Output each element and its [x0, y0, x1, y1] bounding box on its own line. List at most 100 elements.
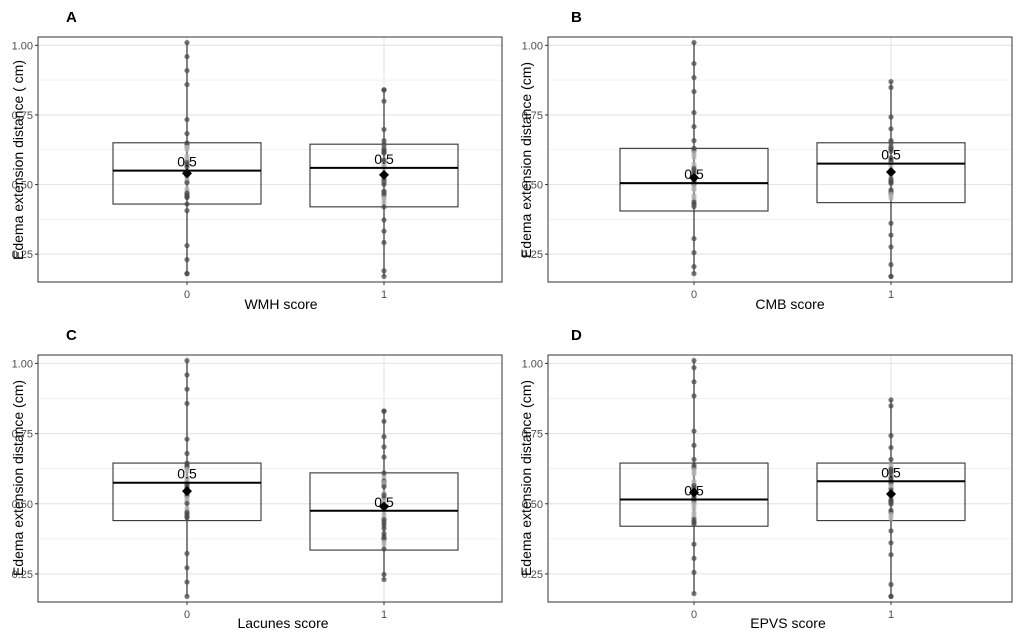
data-point — [691, 393, 697, 399]
data-point — [184, 436, 190, 442]
data-point — [888, 433, 894, 439]
data-point — [691, 501, 697, 507]
data-point — [381, 525, 387, 532]
data-point — [691, 516, 697, 523]
data-point — [888, 466, 894, 472]
mean-marker — [379, 169, 389, 180]
data-point — [184, 257, 190, 263]
y-axis-title: Edema extension distance (cm) — [10, 380, 26, 576]
data-point — [184, 39, 190, 46]
x-tick-label: 1 — [888, 289, 894, 301]
data-point — [691, 467, 697, 473]
mean-marker — [689, 172, 699, 183]
box-group-1: 0.5 — [816, 78, 966, 280]
box-label: 0.5 — [177, 466, 197, 482]
y-tick-label: 0.25 — [522, 569, 543, 581]
data-point — [691, 569, 697, 576]
data-point — [381, 497, 387, 504]
x-axis-title: EPVS score — [750, 615, 826, 631]
data-point — [381, 539, 387, 545]
data-point — [888, 262, 894, 268]
data-point — [381, 444, 387, 450]
panel-b: 0.5 0.5 0.25 0.50 0.75 1.00 0 1 B Edema extension… — [518, 9, 1013, 312]
data-point — [381, 217, 387, 223]
data-point — [381, 87, 387, 93]
box-label: 0.5 — [374, 151, 394, 167]
data-point — [888, 140, 894, 146]
y-tick-label: 1.00 — [12, 358, 33, 370]
data-point — [381, 188, 387, 194]
data-point — [184, 372, 190, 378]
data-point — [691, 183, 697, 189]
data-point — [691, 39, 697, 46]
x-tick-label: 0 — [184, 289, 190, 301]
data-point — [691, 456, 697, 463]
box-label: 0.5 — [881, 147, 901, 163]
data-point — [888, 444, 894, 451]
data-point — [888, 155, 894, 161]
data-point — [381, 268, 387, 274]
data-point — [184, 593, 190, 599]
data-point — [184, 190, 190, 196]
data-point — [381, 571, 387, 578]
panel-label: B — [571, 9, 582, 26]
data-point — [184, 180, 190, 186]
y-tick-label: 1.00 — [522, 358, 543, 370]
data-point — [381, 228, 387, 234]
data-point — [691, 483, 697, 489]
data-point — [888, 397, 894, 403]
data-point — [888, 540, 894, 546]
data-point — [888, 528, 894, 534]
x-axis-title: CMB score — [755, 296, 824, 312]
y-axis-title: Edema extension distance ( cm) — [10, 60, 26, 260]
data-point — [691, 271, 697, 277]
y-tick-label: 0.50 — [522, 499, 543, 511]
data-point — [184, 509, 190, 515]
data-point — [691, 138, 697, 144]
data-point — [381, 146, 387, 152]
data-point — [888, 232, 894, 238]
data-point — [184, 505, 190, 511]
data-point — [888, 497, 894, 503]
data-point — [184, 116, 190, 123]
data-point — [888, 511, 894, 518]
data-point — [888, 483, 894, 489]
panel-label: C — [66, 327, 77, 344]
data-point — [691, 60, 697, 67]
x-axis-title: WMH score — [244, 296, 317, 312]
data-point — [381, 273, 387, 280]
plot-border — [547, 36, 1013, 283]
data-point — [381, 98, 387, 104]
data-point — [184, 495, 190, 501]
box-label: 0.5 — [684, 166, 704, 182]
data-point — [381, 470, 387, 476]
data-point — [691, 250, 697, 256]
y-tick-label: 0.50 — [522, 180, 543, 192]
plot-background — [548, 37, 1012, 282]
data-point — [184, 153, 190, 159]
box-label: 0.5 — [684, 483, 704, 499]
data-point — [888, 144, 894, 150]
data-point — [381, 126, 387, 133]
data-point — [381, 239, 387, 246]
plot-background — [548, 355, 1012, 602]
data-point — [381, 511, 387, 517]
data-point — [888, 126, 894, 132]
x-tick-label: 1 — [888, 609, 894, 621]
y-tick-label: 0.50 — [12, 180, 33, 192]
plot-background — [38, 355, 502, 602]
data-point — [184, 159, 190, 166]
data-point — [184, 140, 190, 146]
data-point — [691, 590, 697, 597]
box-group-1: 0.5 — [309, 87, 459, 280]
box-group-0: 0.5 — [619, 39, 769, 277]
data-point — [888, 220, 894, 226]
data-point — [184, 400, 190, 407]
data-point — [691, 165, 697, 172]
box-group-0: 0.5 — [112, 358, 262, 599]
data-point — [691, 74, 697, 81]
data-point — [691, 199, 697, 205]
data-point — [888, 273, 894, 280]
panel-label: A — [66, 9, 77, 26]
